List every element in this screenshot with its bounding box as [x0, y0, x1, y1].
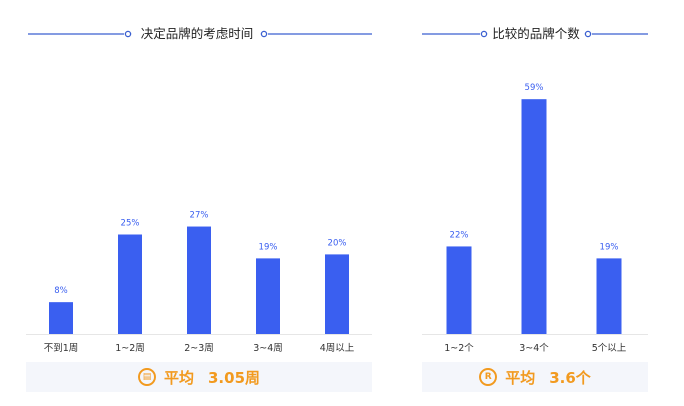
bar-value-label: 59%: [525, 83, 544, 93]
bar-value-label: 8%: [54, 286, 68, 296]
left-header-rule: [28, 30, 372, 38]
right-chart-svg: 22% 1~2个 59% 3~4个 19% 5个以上: [422, 83, 648, 354]
bar: [596, 258, 622, 334]
bar: [187, 226, 211, 334]
left-chart-title: 决定品牌的考虑时间: [140, 26, 254, 41]
x-tick-label: 1~2个: [444, 343, 474, 354]
bar-value-label: 20%: [328, 238, 347, 248]
x-tick-label: 5个以上: [592, 343, 627, 354]
right-chart-title: 比较的品牌个数: [492, 26, 580, 41]
bar-value-label: 19%: [600, 242, 619, 252]
bar-value-label: 27%: [190, 211, 209, 221]
left-average-label: 平均: [163, 368, 194, 387]
right-footer: R 平均 3.6个: [422, 362, 648, 392]
bar: [49, 302, 73, 334]
bar: [325, 254, 349, 334]
x-tick-label: 3~4个: [519, 343, 549, 354]
right-panel: 比较的品牌个数 22% 1~2个 59% 3~4个 19% 5个以上 R 平均 3.6个: [400, 0, 684, 406]
x-tick-label: 1~2周: [115, 343, 145, 354]
right-average-label: 平均: [505, 368, 536, 387]
left-chart-svg: 8% 不到1周 25% 1~2周 27% 2~3周 19% 3~4周 20% 4周以上: [26, 211, 372, 354]
bar: [256, 258, 280, 334]
left-average-value: 3.05周: [208, 368, 261, 387]
x-tick-label: 不到1周: [44, 342, 79, 354]
x-tick-label: 2~3周: [184, 343, 214, 354]
x-tick-label: 4周以上: [320, 343, 355, 354]
right-header-rule: [422, 30, 648, 38]
bar-value-label: 25%: [121, 219, 140, 229]
left-panel: 决定品牌的考虑时间 8% 不到1周 25% 1~2周 27% 2~3周 19% 3~4周 20%…: [0, 0, 400, 392]
right-header: 比较的品牌个数: [400, 0, 684, 60]
bar: [118, 234, 142, 334]
x-tick-label: 3~4周: [253, 343, 283, 354]
bar: [446, 246, 472, 334]
calendar-icon: ▤: [137, 368, 156, 386]
bar-value-label: 22%: [450, 230, 469, 240]
left-header: 决定品牌的考虑时间: [0, 0, 400, 60]
left-footer: ▤ 平均 3.05周: [26, 362, 372, 392]
right-average-value: 3.6个: [549, 368, 591, 387]
bar: [521, 99, 547, 335]
registered-mark-icon: R: [479, 368, 498, 386]
bar-value-label: 19%: [259, 242, 278, 252]
